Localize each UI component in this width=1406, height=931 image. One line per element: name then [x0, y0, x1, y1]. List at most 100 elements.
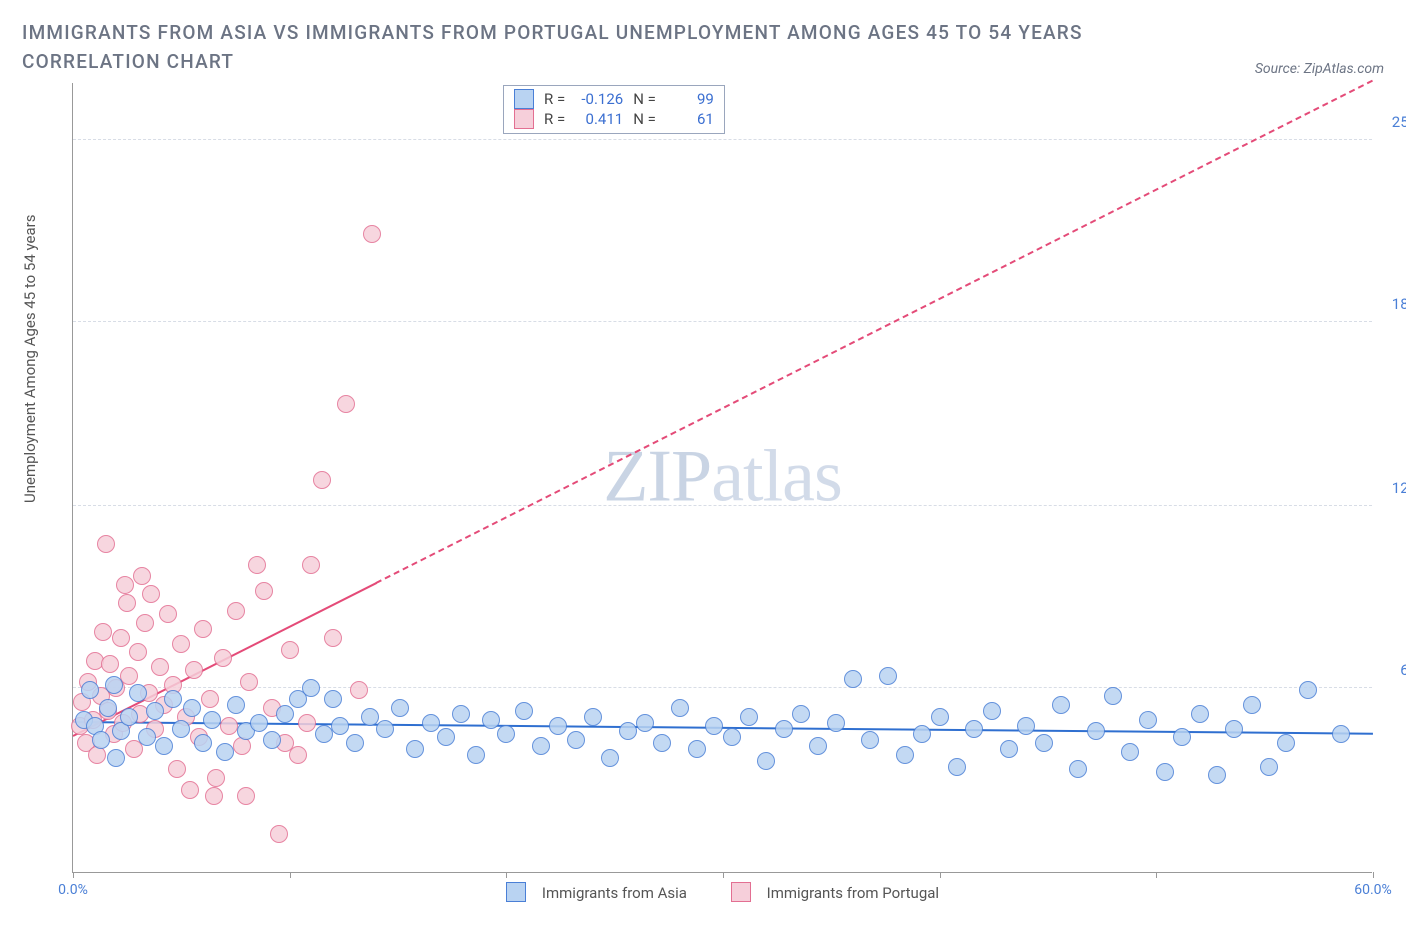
data-point: [792, 705, 810, 723]
data-point: [133, 567, 151, 585]
data-point: [164, 690, 182, 708]
data-point: [97, 535, 115, 553]
data-point: [350, 681, 368, 699]
data-point: [81, 681, 99, 699]
data-point: [281, 641, 299, 659]
data-point: [136, 614, 154, 632]
data-point: [159, 605, 177, 623]
data-point: [452, 705, 470, 723]
data-point: [757, 752, 775, 770]
data-point: [331, 717, 349, 735]
data-point: [118, 594, 136, 612]
x-tick: [940, 872, 941, 878]
data-point: [636, 714, 654, 732]
data-point: [422, 714, 440, 732]
data-point: [172, 635, 190, 653]
data-point: [705, 717, 723, 735]
gridline: [73, 505, 1372, 506]
data-point: [1139, 711, 1157, 729]
data-point: [467, 746, 485, 764]
data-point: [931, 708, 949, 726]
data-point: [324, 629, 342, 647]
data-point: [112, 629, 130, 647]
data-point: [94, 623, 112, 641]
data-point: [1173, 728, 1191, 746]
data-point: [183, 699, 201, 717]
data-point: [168, 760, 186, 778]
data-point: [227, 696, 245, 714]
data-point: [185, 661, 203, 679]
data-point: [216, 743, 234, 761]
x-tick-label: 0.0%: [58, 882, 88, 898]
data-point: [363, 225, 381, 243]
data-point: [948, 758, 966, 776]
data-point: [896, 746, 914, 764]
data-point: [194, 734, 212, 752]
data-point: [107, 749, 125, 767]
data-point: [205, 787, 223, 805]
data-point: [263, 731, 281, 749]
data-point: [1156, 763, 1174, 781]
x-tick: [1156, 872, 1157, 878]
source-label: Source: ZipAtlas.com: [1255, 61, 1384, 77]
data-point: [255, 582, 273, 600]
data-point: [671, 699, 689, 717]
data-point: [129, 684, 147, 702]
data-point: [120, 708, 138, 726]
data-point: [116, 576, 134, 594]
data-point: [437, 728, 455, 746]
data-point: [1277, 734, 1295, 752]
data-point: [302, 679, 320, 697]
gridline: [73, 139, 1372, 140]
data-point: [688, 740, 706, 758]
data-point: [1104, 687, 1122, 705]
data-point: [220, 717, 238, 735]
footer-legend: Immigrants from Asia Immigrants from Por…: [73, 882, 1372, 902]
data-point: [844, 670, 862, 688]
data-point: [965, 720, 983, 738]
data-point: [361, 708, 379, 726]
data-point: [1332, 725, 1350, 743]
data-point: [250, 714, 268, 732]
data-point: [142, 585, 160, 603]
data-point: [406, 740, 424, 758]
data-point: [1225, 720, 1243, 738]
data-point: [214, 649, 232, 667]
data-point: [172, 720, 190, 738]
data-point: [248, 556, 266, 574]
data-point: [584, 708, 602, 726]
data-point: [302, 556, 320, 574]
plot-area: ZIPatlas R =-0.126 N =99 R =0.411 N =61 …: [72, 83, 1372, 873]
stats-row-portugal: R =0.411 N =61: [514, 109, 714, 129]
stats-row-asia: R =-0.126 N =99: [514, 89, 714, 109]
data-point: [809, 737, 827, 755]
data-point: [1191, 705, 1209, 723]
data-point: [1299, 681, 1317, 699]
chart-title: IMMIGRANTS FROM ASIA VS IMMIGRANTS FROM …: [22, 18, 1172, 77]
data-point: [549, 717, 567, 735]
data-point: [1087, 722, 1105, 740]
data-point: [740, 708, 758, 726]
data-point: [1121, 743, 1139, 761]
data-point: [532, 737, 550, 755]
x-tick: [1373, 872, 1374, 878]
gridline: [73, 687, 1372, 688]
data-point: [827, 714, 845, 732]
data-point: [515, 702, 533, 720]
swatch-portugal: [514, 109, 534, 129]
data-point: [101, 655, 119, 673]
stats-legend: R =-0.126 N =99 R =0.411 N =61: [503, 85, 725, 134]
x-tick-label: 60.0%: [1354, 882, 1392, 898]
data-point: [203, 711, 221, 729]
data-point: [1260, 758, 1278, 776]
data-point: [775, 720, 793, 738]
data-point: [270, 825, 288, 843]
data-point: [276, 705, 294, 723]
data-point: [619, 722, 637, 740]
gridline: [73, 321, 1372, 322]
data-point: [129, 643, 147, 661]
data-point: [913, 725, 931, 743]
x-tick: [723, 872, 724, 878]
data-point: [346, 734, 364, 752]
data-point: [151, 658, 169, 676]
